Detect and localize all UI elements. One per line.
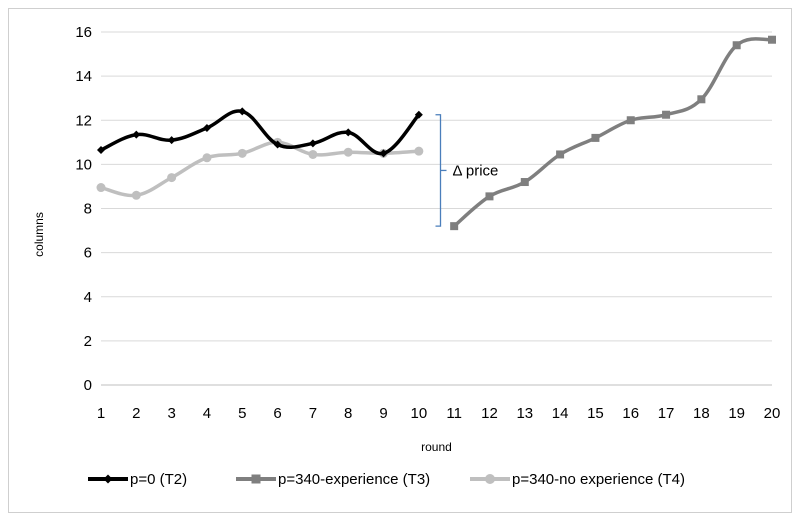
x-tick-label: 18 — [693, 405, 710, 422]
y-tick-label: 12 — [75, 112, 92, 129]
series-2 — [450, 35, 776, 231]
legend-item-3: p=340-no experience (T4) — [470, 471, 685, 488]
data-point — [238, 107, 247, 116]
data-point — [308, 149, 318, 159]
data-point — [450, 222, 459, 231]
legend-label: p=0 (T2) — [130, 471, 187, 488]
data-point — [343, 147, 353, 157]
annotations: Δ price — [435, 114, 499, 227]
x-tick-label: 10 — [410, 405, 427, 422]
x-tick-label: 16 — [622, 405, 639, 422]
x-tick-label: 13 — [516, 405, 533, 422]
y-tick-label: 0 — [84, 377, 92, 394]
data-point — [556, 150, 565, 159]
x-tick-labels: 1 2 3 4 5 6 7 8 9 10 11 12 13 14 15 16 17 18 19 20 — [97, 405, 781, 422]
x-tick-label: 11 — [446, 405, 462, 422]
series-group — [96, 35, 776, 231]
x-tick-label: 20 — [764, 405, 781, 422]
x-tick-label: 12 — [481, 405, 498, 422]
annotation-label: Δ price — [453, 162, 499, 179]
legend-item-1: p=0 (T2) — [88, 471, 187, 488]
legend-marker — [485, 474, 495, 484]
data-point — [96, 183, 106, 193]
legend-label: p=340-experience (T3) — [278, 471, 430, 488]
legend-marker — [103, 474, 113, 484]
x-tick-label: 9 — [379, 405, 387, 422]
series-1 — [97, 107, 423, 158]
x-tick-label: 6 — [273, 405, 281, 422]
data-point — [167, 173, 177, 183]
series-3 — [96, 137, 424, 200]
x-tick-label: 19 — [728, 405, 745, 422]
y-tick-label: 6 — [84, 245, 92, 262]
x-tick-label: 8 — [344, 405, 352, 422]
legend-label: p=340-no experience (T4) — [512, 471, 685, 488]
data-point — [237, 148, 247, 158]
data-point — [697, 95, 706, 104]
data-point — [591, 133, 600, 142]
data-point — [167, 136, 176, 145]
data-point — [273, 140, 282, 149]
y-tick-label: 8 — [84, 201, 92, 218]
x-tick-label: 2 — [132, 405, 140, 422]
y-axis-title: columns — [32, 212, 46, 257]
series-line — [99, 109, 421, 156]
series-line — [452, 37, 774, 228]
data-point — [308, 139, 317, 148]
legend-item-2: p=340-experience (T3) — [236, 471, 430, 488]
data-point — [732, 41, 741, 50]
x-tick-label: 5 — [238, 405, 246, 422]
data-point — [97, 146, 105, 155]
y-tick-label: 2 — [84, 333, 92, 350]
data-point — [414, 110, 423, 119]
y-tick-label: 4 — [84, 289, 92, 306]
legend: p=0 (T2) p=340-experience (T3) p=340-no ex… — [88, 471, 685, 488]
data-point — [768, 35, 776, 44]
data-point — [202, 123, 211, 132]
y-tick-label: 16 — [75, 24, 92, 41]
x-tick-label: 15 — [587, 405, 604, 422]
data-point — [414, 146, 424, 156]
x-tick-label: 7 — [309, 405, 317, 422]
x-tick-label: 3 — [167, 405, 175, 422]
delta-price-bracket: Δ price — [435, 114, 499, 227]
y-tick-label: 10 — [75, 156, 92, 173]
data-point — [662, 110, 671, 119]
data-point — [379, 149, 388, 158]
data-point — [131, 190, 141, 200]
x-axis-title: round — [421, 440, 452, 454]
data-point — [520, 178, 529, 187]
x-tick-label: 1 — [97, 405, 105, 422]
gridlines — [101, 31, 772, 342]
data-point — [202, 153, 212, 163]
series-line — [99, 140, 421, 198]
x-tick-label: 4 — [203, 405, 211, 422]
legend-marker — [251, 474, 261, 484]
data-point — [485, 192, 494, 201]
y-tick-labels: 0 2 4 6 8 10 12 14 16 — [75, 24, 92, 394]
chart-frame — [8, 8, 792, 513]
y-tick-label: 14 — [75, 68, 92, 85]
data-point — [626, 116, 635, 125]
data-point — [344, 128, 353, 137]
data-point — [132, 130, 141, 139]
bracket-line — [435, 114, 442, 227]
x-tick-label: 14 — [552, 405, 569, 422]
x-tick-label: 17 — [658, 405, 675, 422]
